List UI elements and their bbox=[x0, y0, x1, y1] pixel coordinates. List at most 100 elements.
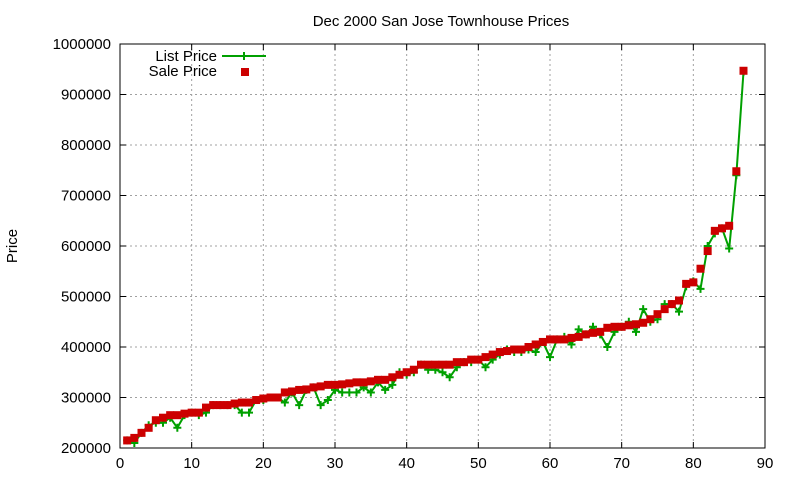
sale-price-point bbox=[280, 388, 289, 397]
sale-price-point bbox=[560, 335, 569, 344]
list-price-point bbox=[531, 348, 540, 357]
sale-price-point bbox=[732, 167, 741, 176]
list-price-point bbox=[345, 388, 354, 397]
sale-price-point bbox=[675, 296, 683, 305]
sale-price-point bbox=[696, 264, 705, 273]
list-price-point bbox=[632, 327, 640, 336]
sale-price-point bbox=[202, 403, 210, 412]
list-price-point bbox=[696, 284, 705, 293]
sale-price-point bbox=[237, 398, 246, 407]
sale-price-point bbox=[510, 345, 519, 354]
y-tick-label: 200000 bbox=[61, 440, 111, 457]
sale-price-point bbox=[546, 335, 554, 344]
sale-price-point bbox=[653, 310, 662, 319]
x-tick-label: 70 bbox=[613, 455, 630, 472]
list-price-line bbox=[126, 71, 745, 445]
x-tick-label: 80 bbox=[685, 455, 702, 472]
sale-price-point bbox=[216, 401, 225, 410]
sale-price-point bbox=[194, 408, 203, 417]
sale-price-point bbox=[488, 350, 497, 359]
sale-price-point bbox=[187, 408, 196, 417]
sale-price-point bbox=[252, 396, 261, 405]
sale-price-point bbox=[739, 66, 748, 75]
sale-price-point bbox=[316, 382, 325, 391]
x-tick-label: 40 bbox=[398, 455, 415, 472]
sale-price-point bbox=[209, 401, 218, 410]
sale-price-point bbox=[123, 436, 132, 445]
sale-price-point bbox=[273, 393, 282, 402]
y-tick-label: 500000 bbox=[61, 289, 111, 306]
list-price-point bbox=[639, 305, 648, 314]
sale-price-point bbox=[495, 348, 504, 357]
legend-label-list-price: List Price bbox=[155, 48, 217, 65]
sale-price-point bbox=[381, 375, 390, 384]
x-tick-label: 30 bbox=[327, 455, 344, 472]
x-tick-label: 60 bbox=[542, 455, 559, 472]
sale-price-point bbox=[660, 305, 669, 314]
grid-layer bbox=[120, 44, 765, 448]
y-tick-label: 1000000 bbox=[53, 36, 111, 53]
list-price-point bbox=[352, 388, 361, 397]
sale-price-point bbox=[589, 328, 597, 337]
legend: List Price Sale Price bbox=[149, 48, 266, 80]
list-price-point bbox=[725, 244, 734, 253]
sale-price-point bbox=[151, 416, 160, 425]
list-price-point bbox=[295, 401, 304, 410]
sale-price-point bbox=[180, 409, 189, 418]
sale-price-point bbox=[682, 279, 691, 288]
sale-price-point bbox=[309, 383, 318, 392]
sale-price-point bbox=[431, 360, 440, 369]
x-tick-label: 10 bbox=[183, 455, 200, 472]
sale-price-point bbox=[166, 411, 175, 420]
y-tick-label: 300000 bbox=[61, 390, 111, 407]
sale-price-point bbox=[689, 278, 698, 287]
sale-price-point bbox=[130, 433, 139, 442]
list-price-point bbox=[574, 325, 583, 334]
list-price-point bbox=[366, 388, 375, 397]
x-tick-label: 20 bbox=[255, 455, 272, 472]
y-tick-label: 800000 bbox=[61, 137, 111, 154]
axis-layer: 200000 300000 400000 500000 600000 700000 8000… bbox=[53, 36, 774, 472]
sale-price-point bbox=[531, 340, 540, 349]
list-price-point bbox=[245, 408, 253, 417]
sale-price-point bbox=[144, 423, 153, 432]
sale-price-point bbox=[624, 321, 633, 330]
list-price-point bbox=[445, 373, 454, 382]
legend-marker-sale-price bbox=[241, 68, 249, 76]
sale-price-point bbox=[632, 320, 640, 329]
sale-price-point bbox=[395, 370, 404, 379]
sale-price-point bbox=[366, 377, 375, 386]
sale-price-point bbox=[718, 224, 726, 233]
sale-price-point bbox=[467, 355, 476, 364]
y-axis-label: Price bbox=[4, 229, 21, 263]
sale-price-point bbox=[438, 360, 447, 369]
sale-price-point bbox=[288, 387, 296, 396]
sale-price-point bbox=[331, 380, 339, 389]
series-layer bbox=[123, 66, 748, 447]
x-tick-label: 90 bbox=[757, 455, 774, 472]
list-price-point bbox=[603, 343, 612, 351]
sale-price-point bbox=[173, 411, 182, 420]
sale-price-point bbox=[159, 413, 167, 422]
sale-price-point bbox=[703, 247, 712, 256]
sale-price-point bbox=[295, 385, 304, 394]
list-price-point bbox=[438, 368, 447, 377]
sale-price-point bbox=[481, 353, 490, 362]
sale-price-point bbox=[725, 221, 734, 230]
sale-price-point bbox=[553, 335, 562, 344]
sale-price-point bbox=[445, 360, 454, 369]
sale-price-point bbox=[567, 333, 576, 342]
sale-price-point bbox=[402, 368, 411, 377]
list-price-point bbox=[675, 307, 683, 316]
list-price-point bbox=[338, 388, 347, 397]
list-price-point bbox=[546, 353, 554, 362]
sale-price-point bbox=[524, 343, 533, 351]
sale-price-point bbox=[460, 358, 468, 367]
sale-price-point bbox=[710, 226, 719, 235]
list-price-point bbox=[173, 423, 182, 432]
legend-label-sale-price: Sale Price bbox=[149, 63, 217, 80]
sale-price-point bbox=[424, 360, 433, 369]
sale-price-point bbox=[603, 323, 612, 332]
sale-price-point bbox=[302, 385, 311, 394]
